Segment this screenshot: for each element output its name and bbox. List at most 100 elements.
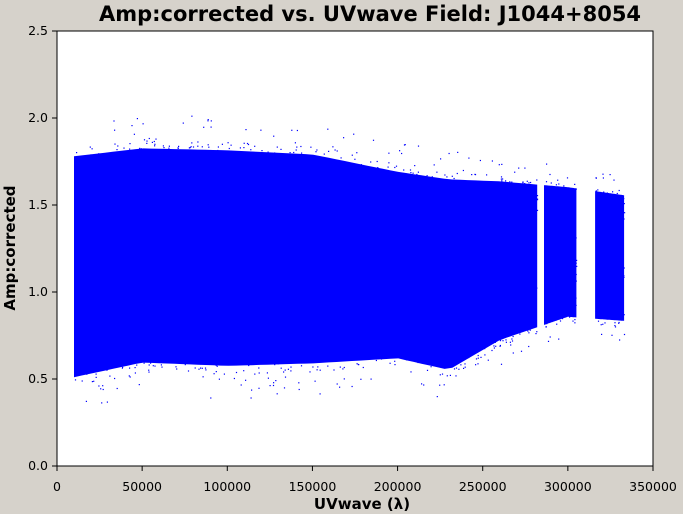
data-point — [522, 181, 524, 183]
data-point — [283, 371, 285, 373]
data-point — [201, 146, 203, 148]
data-point — [260, 129, 262, 131]
data-point — [276, 393, 278, 395]
data-point — [121, 367, 123, 369]
data-point — [360, 378, 362, 380]
data-point — [223, 373, 225, 375]
data-point — [294, 142, 296, 144]
data-point — [511, 338, 513, 340]
data-point — [486, 174, 488, 176]
data-point — [221, 143, 223, 145]
data-point — [160, 364, 162, 366]
data-point — [188, 147, 190, 149]
data-point — [250, 397, 252, 399]
data-point — [146, 142, 148, 144]
data-point — [334, 149, 336, 151]
data-point — [201, 367, 203, 369]
data-point — [441, 373, 444, 375]
data-point — [146, 140, 148, 142]
x-tick-label: 350000 — [629, 479, 677, 494]
data-point — [545, 326, 547, 328]
data-point — [440, 158, 442, 160]
data-point — [618, 321, 620, 324]
data-point — [148, 371, 150, 373]
data-point — [273, 135, 275, 137]
data-point — [595, 177, 597, 179]
data-point — [239, 147, 241, 149]
data-point — [574, 322, 576, 324]
data-point — [616, 192, 618, 195]
data-point — [273, 382, 275, 384]
data-point — [522, 182, 524, 184]
data-point — [269, 385, 271, 387]
data-point — [177, 147, 179, 149]
data-point — [267, 377, 269, 379]
data-point — [114, 377, 116, 380]
data-point — [505, 180, 507, 182]
data-point — [142, 123, 144, 125]
data-point — [518, 167, 520, 169]
data-point — [353, 133, 355, 135]
data-point — [463, 367, 465, 369]
data-point — [154, 143, 156, 145]
data-point — [500, 363, 503, 365]
data-point — [289, 152, 291, 154]
data-point — [574, 319, 576, 321]
data-point — [576, 259, 578, 261]
data-point — [309, 371, 311, 373]
data-point — [480, 356, 482, 358]
data-points — [74, 115, 626, 404]
data-point — [192, 146, 195, 148]
data-point — [310, 146, 312, 148]
data-point — [602, 323, 604, 325]
data-point — [148, 137, 150, 140]
data-point — [106, 401, 108, 403]
y-tick-label: 2.5 — [28, 23, 48, 38]
data-point — [162, 145, 164, 147]
data-point — [218, 378, 220, 380]
data-point — [300, 365, 303, 367]
data-point — [182, 122, 184, 124]
data-point — [401, 152, 403, 155]
data-point — [100, 388, 102, 390]
data-point — [351, 385, 353, 388]
data-point — [280, 367, 282, 369]
data-point — [356, 152, 358, 154]
data-point — [243, 147, 245, 149]
data-point — [388, 152, 390, 154]
data-point — [536, 209, 539, 211]
data-point — [143, 139, 146, 141]
data-point — [453, 368, 456, 370]
data-point — [175, 366, 177, 368]
axes: 0 50000 100000 150000 200000 250000 300000 3500… — [28, 23, 677, 494]
data-point — [258, 367, 260, 369]
data-point — [475, 358, 478, 360]
data-point — [316, 369, 318, 371]
data-point — [528, 332, 530, 334]
data-point — [529, 329, 531, 331]
data-point — [339, 366, 341, 368]
data-point — [315, 151, 317, 153]
data-point — [81, 380, 83, 382]
data-point — [275, 380, 277, 382]
data-point-core — [595, 191, 625, 321]
data-point — [317, 366, 319, 368]
data-point — [394, 364, 396, 366]
data-point — [499, 345, 501, 347]
data-point — [520, 350, 523, 352]
data-point — [319, 393, 321, 395]
data-point — [122, 366, 124, 368]
data-point — [558, 338, 560, 340]
data-point-core — [544, 185, 577, 325]
data-point — [389, 362, 391, 364]
data-point — [495, 345, 497, 347]
data-point — [227, 142, 229, 144]
data-point — [462, 169, 464, 172]
data-point — [528, 182, 530, 184]
data-point — [526, 180, 528, 182]
data-point — [499, 344, 501, 347]
data-point — [475, 364, 477, 366]
data-point — [134, 367, 136, 369]
data-point — [136, 364, 138, 366]
data-point — [89, 146, 91, 148]
